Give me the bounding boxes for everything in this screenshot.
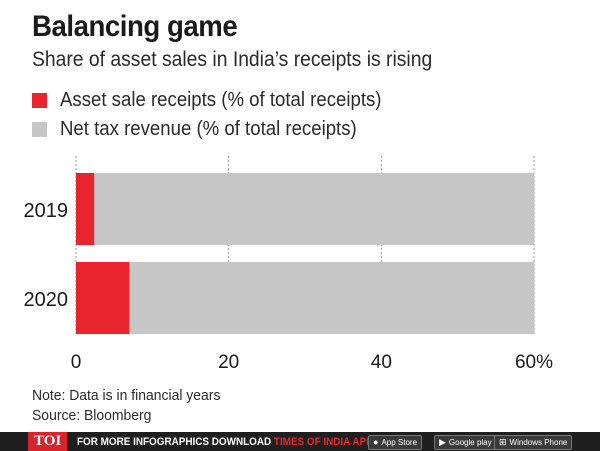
play-icon: ▶ [439, 437, 446, 447]
app-store-badge[interactable]: ● App Store [368, 435, 423, 450]
bar-2020-series-1 [129, 262, 534, 334]
footer-cta-app: TIMES OF INDIA APP [274, 435, 373, 448]
legend-label-net-tax: Net tax revenue (% of total receipts) [60, 117, 357, 140]
chart-subtitle: Share of asset sales in India’s receipts… [32, 48, 433, 71]
legend-swatch-asset-sale [32, 92, 47, 108]
source-text: Source: Bloomberg [32, 407, 152, 424]
legend-item-asset-sale: Asset sale receipts (% of total receipts… [32, 88, 406, 112]
windows-phone-badge[interactable]: ⊞ Windows Phone [494, 435, 573, 450]
app-store-label: App Store [381, 438, 418, 447]
x-tick-label-2: 40 [371, 352, 392, 373]
footer-cta[interactable]: FOR MORE INFOGRAPHICS DOWNLOAD TIMES OF … [77, 436, 373, 448]
legend-label-asset-sale: Asset sale receipts (% of total receipts… [60, 88, 382, 111]
legend-item-net-tax: Net tax revenue (% of total receipts) [32, 117, 379, 141]
note-text: Note: Data is in financial years [32, 387, 221, 404]
category-label-2019: 2019 [24, 200, 69, 222]
windows-icon: ⊞ [499, 437, 507, 447]
bar-chart: 2019 2020 0 20 40 60% [24, 156, 553, 373]
x-tick-label-0: 0 [71, 352, 82, 373]
legend-swatch-net-tax [32, 121, 47, 137]
bar-2019-series-1 [94, 173, 534, 245]
footer-banner[interactable]: TOI FOR MORE INFOGRAPHICS DOWNLOAD TIMES… [0, 432, 600, 451]
google-play-label: Google play [448, 438, 492, 447]
chart-title: Balancing game [32, 10, 238, 43]
windows-phone-label: Windows Phone [509, 438, 568, 447]
apple-icon: ● [373, 437, 379, 447]
bar-2020-series-0 [76, 262, 130, 334]
x-tick-label-3: 60% [515, 352, 553, 373]
category-label-2020: 2020 [24, 289, 69, 311]
google-play-badge[interactable]: ▶ Google play [434, 435, 497, 450]
bar-2019-series-0 [76, 173, 95, 245]
x-tick-label-1: 20 [218, 352, 239, 373]
toi-logo[interactable]: TOI [28, 432, 68, 451]
footer-cta-prefix: FOR MORE INFOGRAPHICS DOWNLOAD [77, 435, 275, 448]
